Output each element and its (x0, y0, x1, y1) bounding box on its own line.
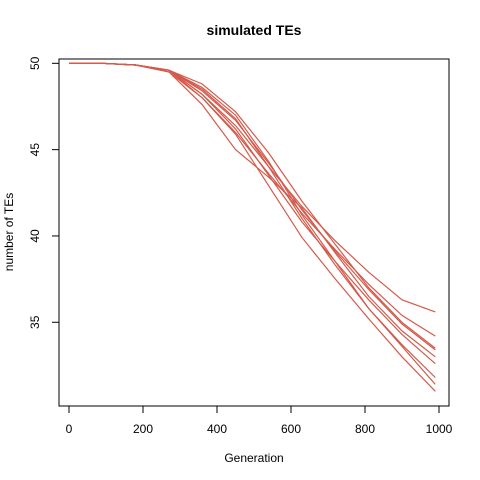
chart-title: simulated TEs (207, 22, 302, 38)
y-tick-label: 40 (28, 229, 42, 243)
y-axis: 35 40 45 50 (28, 56, 60, 329)
series-line-8 (69, 62, 436, 392)
plot-frame (58, 58, 450, 407)
series-line-9 (69, 62, 436, 349)
x-tick-label: 1000 (426, 422, 453, 436)
y-tick-label: 45 (28, 143, 42, 157)
series-line-5 (69, 62, 436, 365)
series-line-2 (69, 62, 436, 337)
y-tick-label: 35 (28, 315, 42, 329)
series-line-1 (69, 62, 436, 313)
x-axis-label: Generation (224, 451, 283, 465)
series-line-6 (69, 62, 436, 378)
x-tick-label: 0 (66, 422, 73, 436)
series-line-7 (69, 62, 436, 385)
x-axis: 0 200 400 600 800 1000 (66, 405, 453, 436)
x-tick-label: 600 (281, 422, 301, 436)
series-lines (69, 62, 436, 392)
x-tick-label: 400 (207, 422, 227, 436)
series-line-3 (69, 62, 436, 351)
x-tick-label: 800 (355, 422, 375, 436)
y-axis-label: number of TEs (2, 193, 16, 271)
x-tick-label: 200 (133, 422, 153, 436)
y-tick-label: 50 (28, 56, 42, 70)
